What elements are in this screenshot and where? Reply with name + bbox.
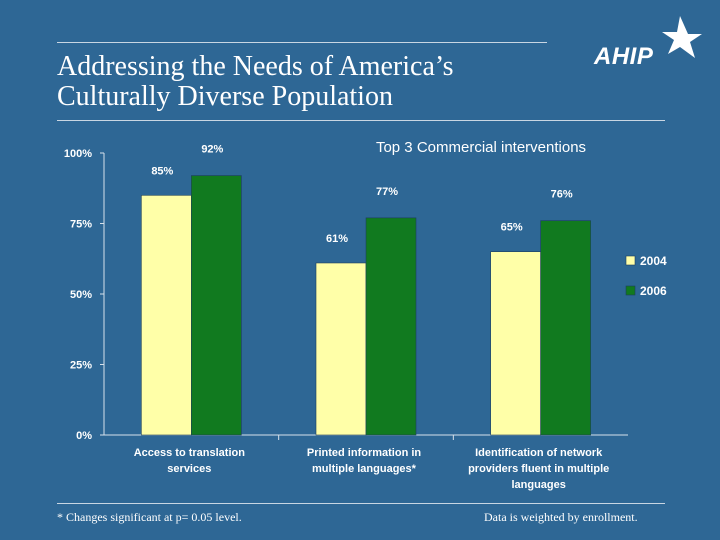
x-category-label: languages xyxy=(511,479,565,491)
footnote-significance: * Changes significant at p= 0.05 level. xyxy=(57,510,242,524)
logo-text: AHIP xyxy=(594,43,654,70)
footnote-weighting: Data is weighted by enrollment. xyxy=(484,510,638,524)
x-category-label: multiple languages* xyxy=(312,463,417,475)
bar-2004-3 xyxy=(490,251,541,436)
legend-label-2004: 2004 xyxy=(640,254,667,268)
y-tick-label: 0% xyxy=(76,430,92,442)
data-label-2006-1: 92% xyxy=(201,144,223,156)
x-category-label: Identification of network xyxy=(475,447,603,459)
bar-2006-1 xyxy=(191,175,242,436)
legend-swatch-2006 xyxy=(625,285,636,296)
legend-swatch-2004 xyxy=(625,255,636,266)
bar-2004-2 xyxy=(315,262,367,436)
x-category-label: providers fluent in multiple xyxy=(468,463,609,475)
data-label-2004-1: 85% xyxy=(151,165,173,177)
data-label-2004-2: 61% xyxy=(326,233,348,245)
bar-2006-3 xyxy=(540,220,591,436)
slide-title: Addressing the Needs of America’s Cultur… xyxy=(57,51,454,112)
y-tick-label: 25% xyxy=(70,360,92,372)
title-bottom-rule xyxy=(57,120,665,121)
chart-title: Top 3 Commercial interventions xyxy=(376,139,586,156)
footer-rule xyxy=(57,503,665,504)
data-label-2006-2: 77% xyxy=(376,186,398,198)
x-category-label: Printed information in xyxy=(307,447,422,459)
y-tick-label: 75% xyxy=(70,219,92,231)
y-tick-label: 50% xyxy=(70,289,92,301)
y-tick-label: 100% xyxy=(64,148,92,160)
bar-2004-1 xyxy=(141,195,192,436)
x-category-label: Access to translation xyxy=(134,447,246,459)
data-label-2004-3: 65% xyxy=(501,222,523,234)
ahip-eagle-logo-icon xyxy=(662,16,702,58)
x-category-label: services xyxy=(167,463,211,475)
title-top-rule xyxy=(57,42,547,43)
bar-2006-2 xyxy=(365,217,417,436)
legend-label-2006: 2006 xyxy=(640,284,667,298)
data-label-2006-3: 76% xyxy=(551,189,573,201)
